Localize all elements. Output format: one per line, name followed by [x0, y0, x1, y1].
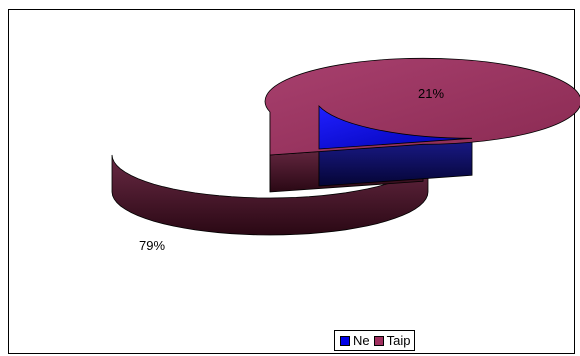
- data-label-ne: 21%: [418, 86, 445, 101]
- pie-slice-side-taip: [111, 154, 429, 236]
- legend: Ne Taip: [334, 330, 416, 351]
- legend-swatch-ne: [340, 335, 350, 346]
- data-label-taip: 79%: [139, 238, 166, 253]
- legend-label-ne: Ne: [353, 333, 370, 348]
- legend-swatch-taip: [373, 335, 384, 346]
- legend-item-ne: Ne: [340, 333, 370, 348]
- legend-item-taip: Taip: [373, 333, 411, 348]
- legend-label-taip: Taip: [386, 333, 411, 348]
- pie-slice-ne: [318, 104, 473, 150]
